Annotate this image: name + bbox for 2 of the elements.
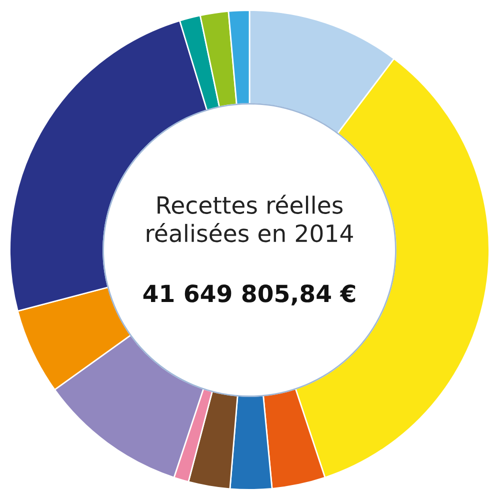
text: 41 649 805,84 € — [143, 284, 356, 306]
text: Recettes réelles réalisées en 2014 — [146, 194, 353, 242]
